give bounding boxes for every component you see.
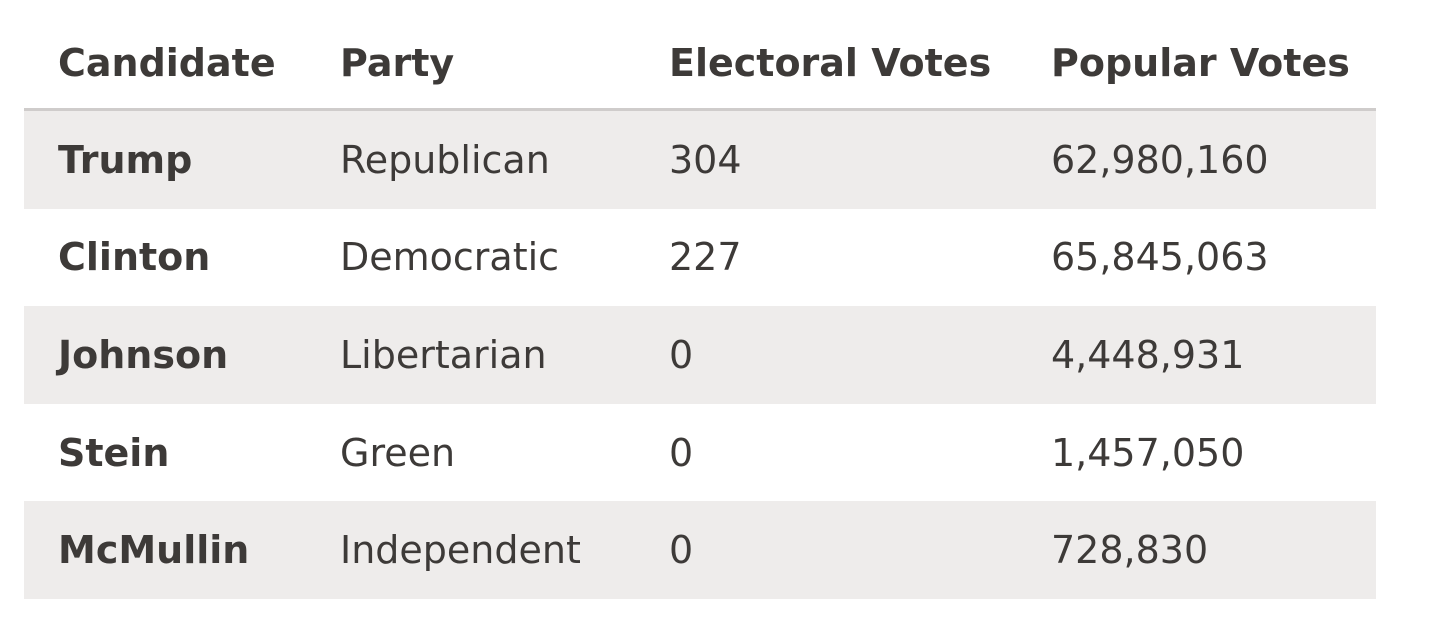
table-cell: 0 bbox=[669, 528, 694, 573]
table-cell: Johnson bbox=[58, 332, 229, 377]
table-row: Trump Republican 304 62,980,160 bbox=[24, 111, 1376, 209]
table-row: Stein Green 0 1,457,050 bbox=[24, 404, 1376, 502]
table-cell: Green bbox=[340, 430, 456, 475]
table-cell: Independent bbox=[340, 528, 581, 573]
header-cell: Popular Votes bbox=[1051, 41, 1350, 85]
header-cell: Electoral Votes bbox=[669, 41, 992, 85]
table-row: Clinton Democratic 227 65,845,063 bbox=[24, 209, 1376, 307]
table-row: McMullin Independent 0 728,830 bbox=[24, 501, 1376, 599]
table-cell: 304 bbox=[669, 137, 742, 182]
table-row: Johnson Libertarian 0 4,448,931 bbox=[24, 306, 1376, 404]
header-cell: Candidate bbox=[58, 41, 276, 85]
table-cell: Clinton bbox=[58, 235, 211, 280]
table-cell: Stein bbox=[58, 430, 170, 475]
table-cell: McMullin bbox=[58, 528, 250, 573]
table-cell: 0 bbox=[669, 430, 694, 475]
table-cell: 65,845,063 bbox=[1051, 235, 1269, 280]
results-table: Candidate Party Electoral Votes Popular Vot… bbox=[24, 18, 1376, 599]
table-cell: Trump bbox=[58, 137, 193, 182]
table-cell: Republican bbox=[340, 137, 550, 182]
header-row: Candidate Party Electoral Votes Popular Vot… bbox=[24, 18, 1376, 111]
table-cell: 4,448,931 bbox=[1051, 332, 1245, 377]
header-cell: Party bbox=[340, 41, 455, 85]
table-cell: Democratic bbox=[340, 235, 560, 280]
table-cell: 0 bbox=[669, 332, 694, 377]
table-cell: 1,457,050 bbox=[1051, 430, 1245, 475]
table-cell: 728,830 bbox=[1051, 528, 1209, 573]
table-cell: 62,980,160 bbox=[1051, 137, 1269, 182]
table-cell: 227 bbox=[669, 235, 742, 280]
table-cell: Libertarian bbox=[340, 332, 547, 377]
